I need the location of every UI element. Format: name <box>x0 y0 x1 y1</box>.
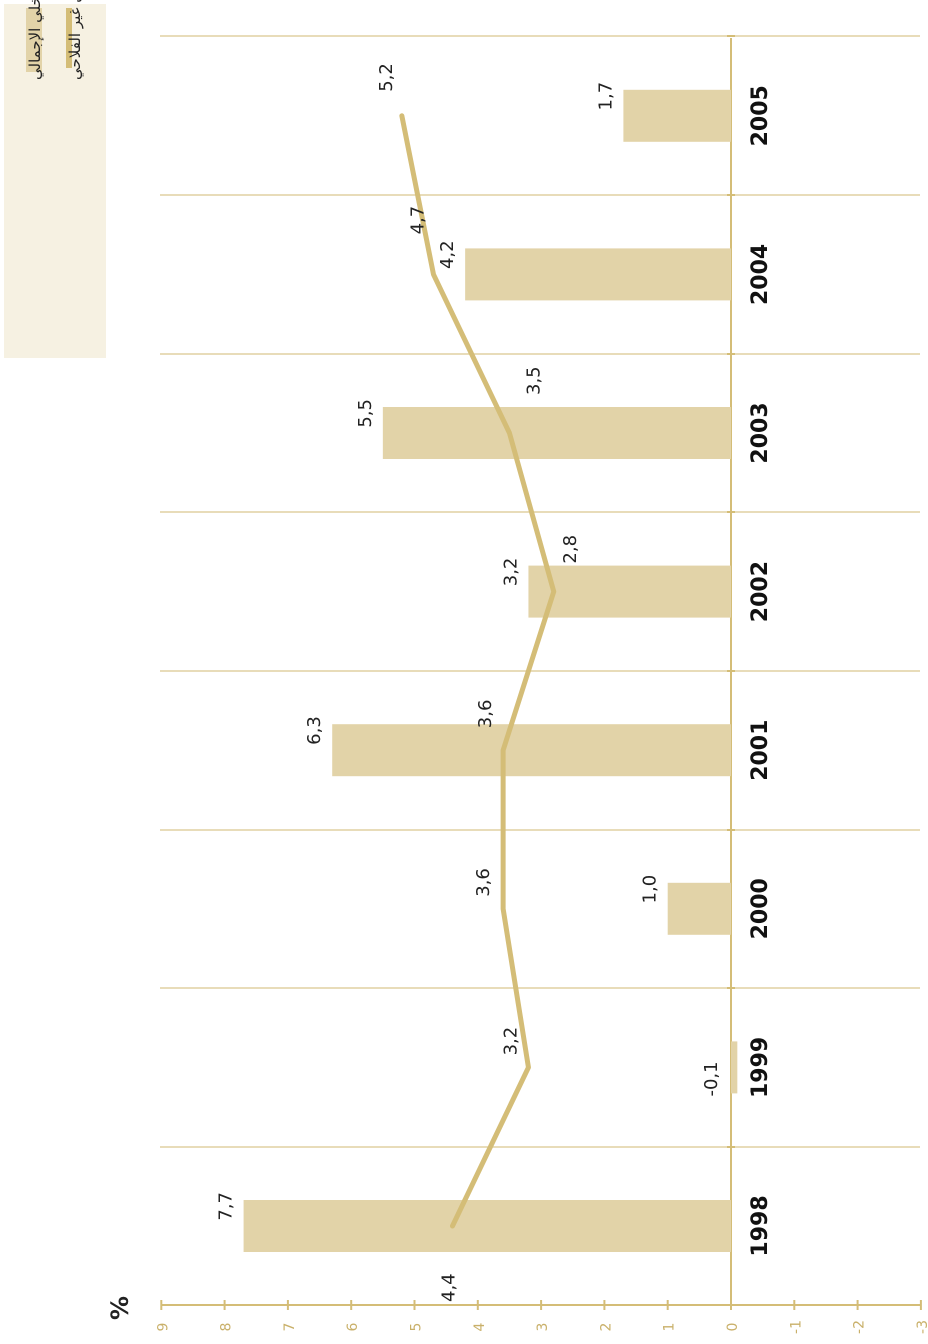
value-axis-tick-label: 9 <box>155 1323 171 1332</box>
line-value-label: 2,8 <box>560 535 581 564</box>
value-axis-tick-label: 2 <box>598 1323 614 1332</box>
category-label: 1998 <box>748 1195 773 1256</box>
value-axis-tick-label: 0 <box>725 1323 741 1332</box>
legend-box <box>4 4 106 358</box>
value-axis-tick-label: -2 <box>852 1320 868 1334</box>
bar-value-label: 4,2 <box>437 240 458 269</box>
category-label: 2005 <box>748 85 773 146</box>
category-label: 2003 <box>748 402 773 463</box>
value-axis: 9 8 7 6 5 4 3 2 1 0 -1 -2 -3% <box>106 1296 928 1334</box>
bars <box>243 89 738 1252</box>
data-labels: 7,7 -0,1 1,0 6,3 3,2 5,5 4,2 1,7 4,4 3,2 3,6 3,6 2,8… <box>216 63 722 1302</box>
value-axis-tick-label: -1 <box>788 1320 804 1334</box>
category-label: 2002 <box>748 561 773 622</box>
line-value-label: 3,6 <box>475 700 496 729</box>
bar-value-label: -0,1 <box>701 1061 722 1096</box>
line-value-label: 3,5 <box>523 366 544 395</box>
bar-value-label: 3,2 <box>500 558 521 587</box>
bar <box>382 407 731 459</box>
value-axis-tick-label: 1 <box>662 1323 678 1332</box>
category-label: 2004 <box>748 244 773 305</box>
value-axis-tick-label: 5 <box>409 1323 425 1332</box>
line-value-label: 3,6 <box>473 868 494 897</box>
value-axis-tick-label: 3 <box>535 1323 551 1332</box>
bar <box>465 248 731 301</box>
value-axis-tick-label: -3 <box>915 1320 928 1334</box>
category-label: 1999 <box>748 1037 773 1098</box>
line-value-label: 4,7 <box>407 206 428 235</box>
bar-value-label: 6,3 <box>304 716 325 745</box>
value-axis-tick-label: 6 <box>345 1322 361 1331</box>
bar <box>243 1200 731 1252</box>
unit-label: % <box>106 1296 134 1320</box>
bar <box>667 882 731 935</box>
value-axis-tick-label: 4 <box>472 1322 488 1331</box>
legend: الناتج الداخلي الإجمالي الناتج الداخلي ال… <box>4 0 106 358</box>
legend-label-bar: الناتج الداخلي الإجمالي <box>26 0 45 80</box>
legend-swatch-bar <box>26 8 42 72</box>
category-label: 2001 <box>748 720 773 781</box>
value-axis-tick-label: 8 <box>219 1323 235 1332</box>
bar <box>623 89 731 142</box>
category-labels: 1998 1999 2000 2001 2002 2003 2004 2005 <box>748 85 773 1256</box>
line-series-path <box>399 113 557 1229</box>
category-label: 2000 <box>748 878 773 939</box>
bar <box>731 1041 738 1094</box>
bar-value-label: 7,7 <box>216 1192 237 1221</box>
grid-lines <box>160 35 920 1305</box>
bar-value-label: 1,7 <box>595 82 616 111</box>
line-value-label: 3,2 <box>500 1027 521 1056</box>
value-axis-tick-label: 7 <box>282 1323 298 1332</box>
bar-value-label: 5,5 <box>355 399 376 428</box>
line-value-label: 5,2 <box>376 63 397 92</box>
bar <box>528 565 731 618</box>
line-value-label: 4,4 <box>438 1273 459 1302</box>
bar <box>332 724 731 777</box>
line-series <box>399 113 557 1229</box>
bar-value-label: 1,0 <box>640 875 661 904</box>
legend-label-line: الناتج الداخلي الإجمالي غير الفلاحي <box>66 0 85 80</box>
legend-swatch-line <box>66 8 72 68</box>
